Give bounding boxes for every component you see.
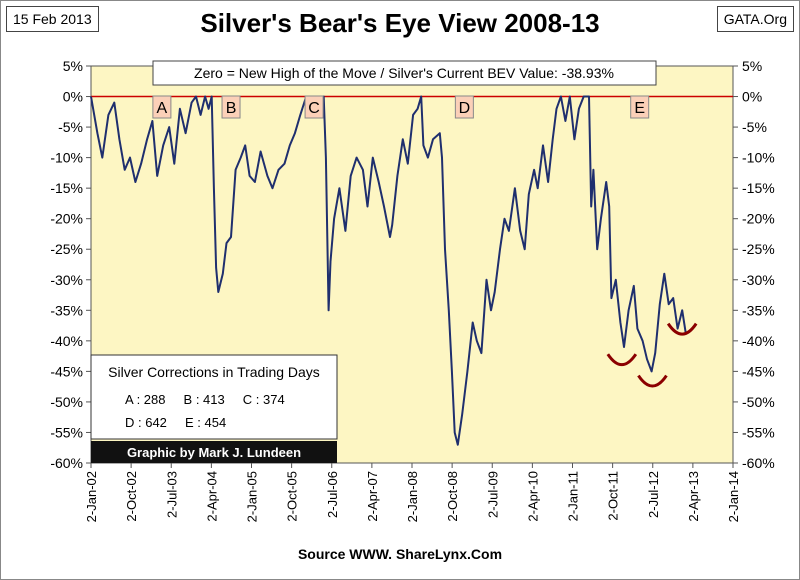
y-tick-label: -10% [50, 150, 83, 166]
bottom-arc [666, 322, 698, 336]
date-label: 15 Feb 2013 [6, 6, 99, 32]
x-tick-label: 2-Oct-11 [606, 471, 621, 521]
x-tick-label: 2-Jul-12 [646, 471, 661, 518]
y-tick-label: -20% [50, 211, 83, 227]
marker-box [454, 95, 474, 119]
marker-label: B [226, 100, 237, 117]
y-tick-label: -45% [742, 363, 775, 379]
subtitle-box: Zero = New High of the Move / Silver's C… [152, 60, 657, 86]
y-tick-label: -15% [742, 180, 775, 196]
y-tick-label: -25% [742, 241, 775, 257]
y-tick-label: -45% [50, 363, 83, 379]
x-tick-label: 2-Jan-08 [405, 471, 420, 522]
marker-label: E [634, 100, 645, 117]
x-tick-label: 2-Apr-04 [204, 471, 219, 522]
y-tick-label: -60% [50, 455, 83, 471]
subtitle: Zero = New High of the Move / Silver's C… [194, 65, 614, 81]
marker-box [630, 95, 650, 119]
y-tick-label: 5% [742, 58, 762, 74]
y-tick-label: -55% [50, 424, 83, 440]
y-tick-label: -55% [742, 424, 775, 440]
y-tick-label: 5% [63, 58, 83, 74]
y-tick-label: -20% [742, 211, 775, 227]
corrections-row-2: D : 642 E : 454 [125, 415, 226, 430]
y-tick-label: -35% [50, 302, 83, 318]
y-tick-label: -35% [742, 302, 775, 318]
corrections-title: Silver Corrections in Trading Days [108, 364, 320, 380]
x-tick-label: 2-Jan-14 [726, 471, 741, 522]
marker-label: A [157, 100, 168, 117]
corrections-row-1: A : 288 B : 413 C : 374 [125, 392, 285, 407]
x-tick-label: 2-Oct-05 [285, 471, 300, 522]
y-tick-label: -10% [742, 150, 775, 166]
y-tick-label: 0% [742, 89, 762, 105]
bottom-arc [637, 374, 668, 388]
x-tick-label: 2-Jan-02 [84, 471, 99, 522]
y-tick-label: -40% [50, 333, 83, 349]
site-label: GATA.Org [716, 6, 794, 32]
y-tick-label: -50% [742, 394, 775, 410]
marker-box [221, 95, 241, 119]
y-axis-right: 5% 0% -5% -10% -15% -20% -25% -30% -35% -40% -45% -… [733, 58, 775, 471]
x-tick-label: 2-Jan-05 [245, 471, 260, 522]
corrections-box: Silver Corrections in Trading Days A : 2… [90, 354, 338, 440]
marker-box [304, 95, 324, 119]
x-axis: 2-Jan-02 2-Oct-02 2-Jul-03 2-Apr-04 2-Jan-05… [84, 463, 741, 522]
marker-box [152, 95, 172, 119]
correction-markers: A B C D E [152, 95, 650, 119]
y-tick-label: -5% [742, 119, 767, 135]
credit-box: Graphic by Mark J. Lundeen [91, 441, 337, 463]
bottom-arcs [606, 322, 698, 388]
x-tick-label: 2-Oct-08 [445, 471, 460, 522]
x-tick-label: 2-Jul-03 [164, 471, 179, 518]
chart-title: Silver's Bear's Eye View 2008-13 [200, 8, 600, 38]
marker-label: D [459, 100, 471, 117]
y-tick-label: 0% [63, 89, 83, 105]
series-line [90, 95, 687, 446]
y-axis-left: 5% 0% -5% -10% -15% -20% -25% -30% -35% -40% -45% -… [50, 58, 91, 471]
bottom-arc [606, 353, 638, 367]
x-tick-label: 2-Apr-07 [365, 471, 380, 522]
y-tick-label: -50% [50, 394, 83, 410]
y-tick-label: -5% [58, 119, 83, 135]
x-tick-label: 2-Jan-11 [566, 471, 581, 521]
x-tick-label: 2-Oct-02 [124, 471, 139, 522]
y-tick-label: -40% [742, 333, 775, 349]
y-tick-label: -30% [742, 272, 775, 288]
y-tick-label: -15% [50, 180, 83, 196]
y-tick-label: -60% [742, 455, 775, 471]
y-tick-label: -25% [50, 241, 83, 257]
source-label: Source WWW. ShareLynx.Com [297, 546, 503, 562]
marker-label: C [308, 100, 320, 117]
x-tick-label: 2-Apr-13 [686, 471, 701, 522]
x-tick-label: 2-Jul-09 [485, 471, 500, 518]
x-tick-label: 2-Jul-06 [325, 471, 340, 518]
y-tick-label: -30% [50, 272, 83, 288]
x-tick-label: 2-Apr-10 [525, 471, 540, 522]
credit: Graphic by Mark J. Lundeen [127, 445, 301, 460]
